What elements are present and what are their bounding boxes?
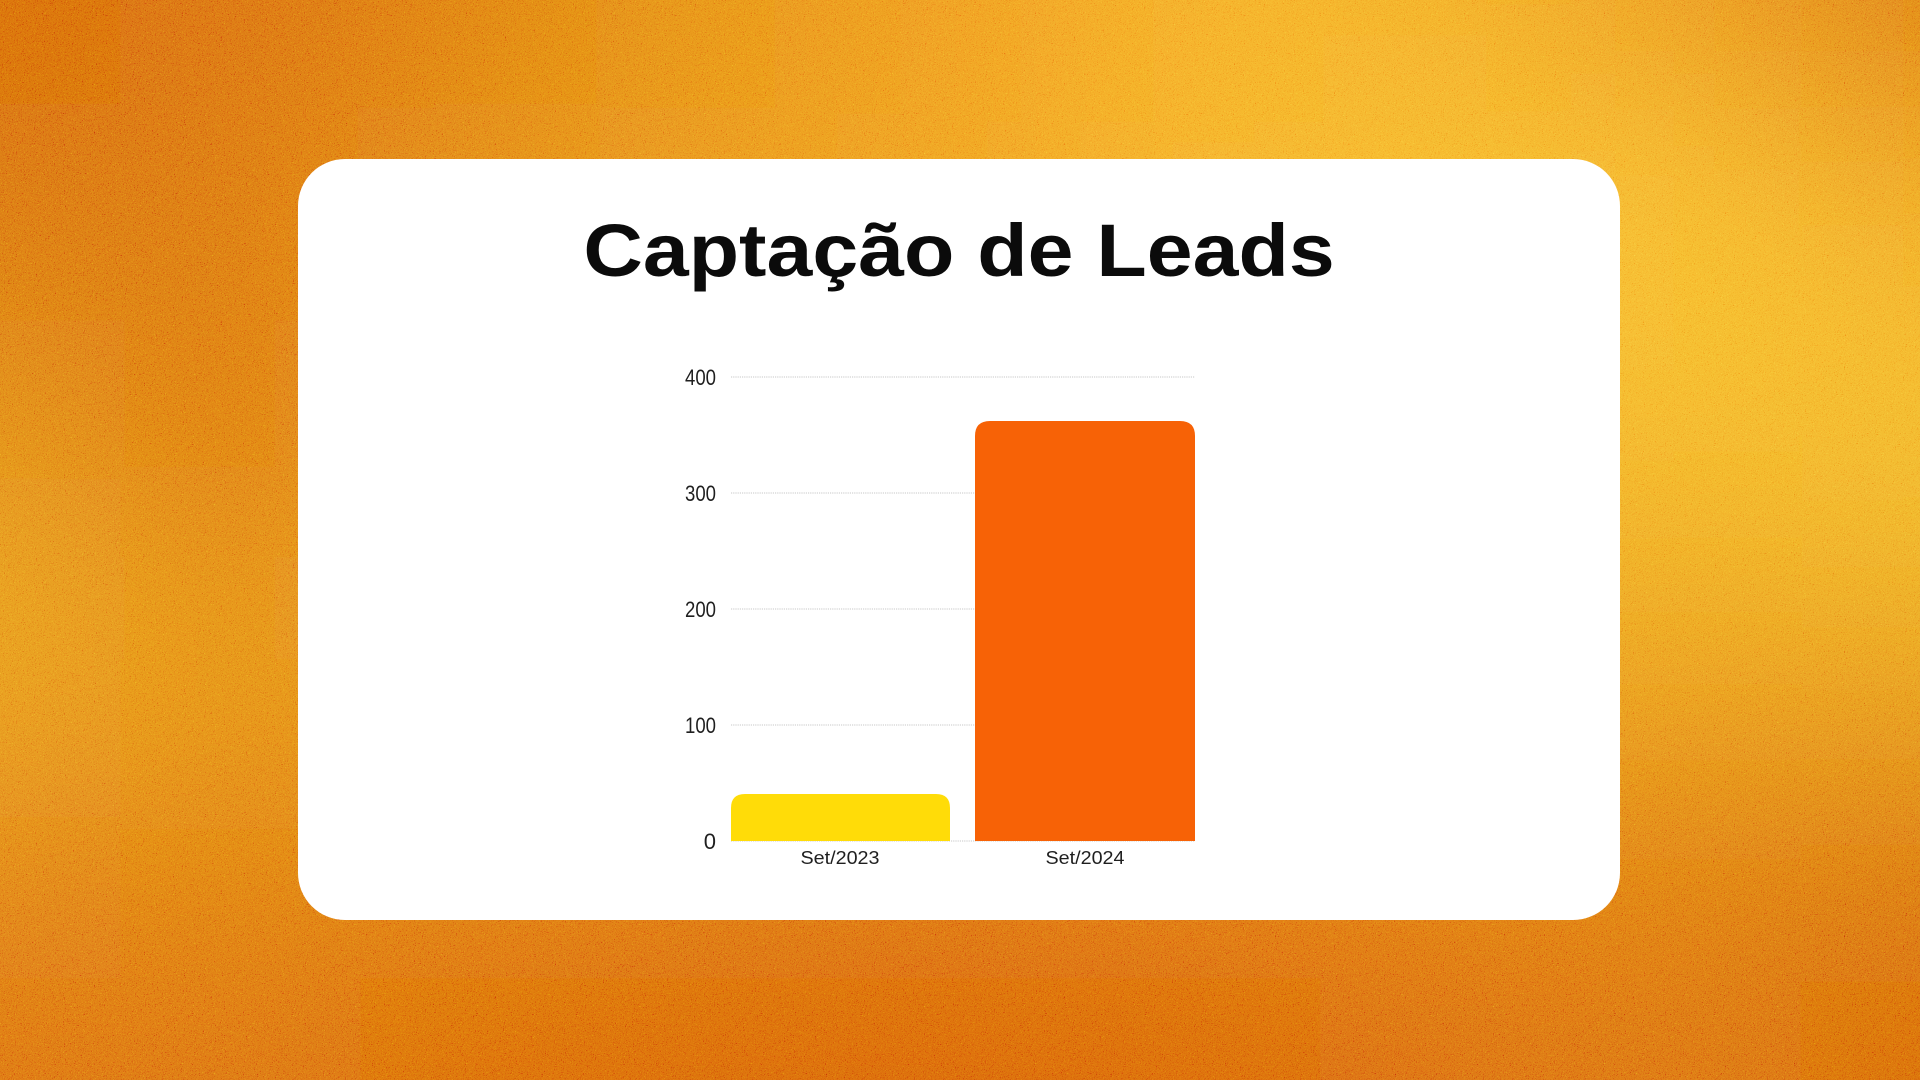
svg-text:100: 100 xyxy=(685,713,716,738)
svg-text:300: 300 xyxy=(685,481,716,506)
svg-text:Set/2023: Set/2023 xyxy=(801,848,880,868)
svg-text:400: 400 xyxy=(685,365,716,390)
svg-text:200: 200 xyxy=(685,597,716,622)
svg-text:Set/2024: Set/2024 xyxy=(1046,848,1125,868)
svg-text:0: 0 xyxy=(704,829,716,854)
